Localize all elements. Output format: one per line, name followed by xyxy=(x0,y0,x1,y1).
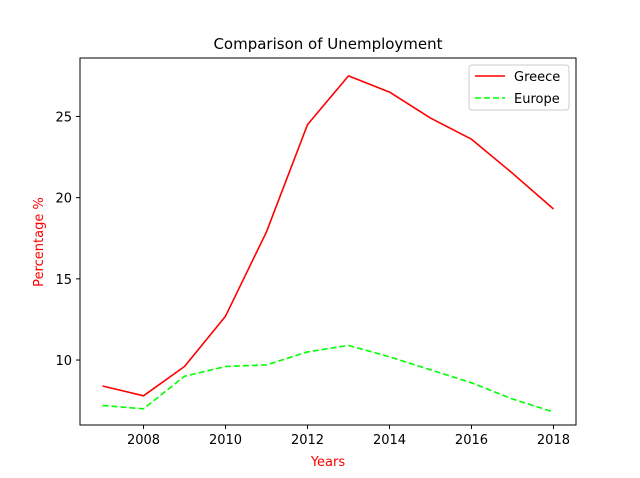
chart-title: Comparison of Unemployment xyxy=(213,35,442,53)
series-layer xyxy=(102,75,555,413)
legend-label-europe: Europe xyxy=(514,92,560,107)
y-tick-label: 10 xyxy=(55,354,72,369)
series-line-greece xyxy=(102,75,555,397)
x-axis-label: Years xyxy=(310,455,346,470)
y-tick-label: 25 xyxy=(55,110,72,125)
x-tick-label: 2008 xyxy=(127,433,160,448)
x-tick-label: 2018 xyxy=(537,433,570,448)
x-tick-label: 2012 xyxy=(291,433,324,448)
x-axis-ticks: 2008 2010 2012 2014 2016 2018 xyxy=(127,425,570,448)
y-axis-ticks: 10 15 20 25 xyxy=(55,110,80,369)
x-tick-label: 2010 xyxy=(209,433,242,448)
x-tick-label: 2014 xyxy=(373,433,406,448)
plot-area-frame xyxy=(79,57,577,426)
x-tick-label: 2016 xyxy=(455,433,488,448)
legend: Greece Europe xyxy=(468,64,570,111)
legend-label-greece: Greece xyxy=(514,70,560,85)
legend-items: Greece Europe xyxy=(475,70,560,107)
y-tick-label: 15 xyxy=(55,273,72,288)
y-tick-label: 20 xyxy=(55,192,72,207)
series-line-europe xyxy=(102,344,554,413)
y-axis-label: Percentage % xyxy=(32,197,47,287)
